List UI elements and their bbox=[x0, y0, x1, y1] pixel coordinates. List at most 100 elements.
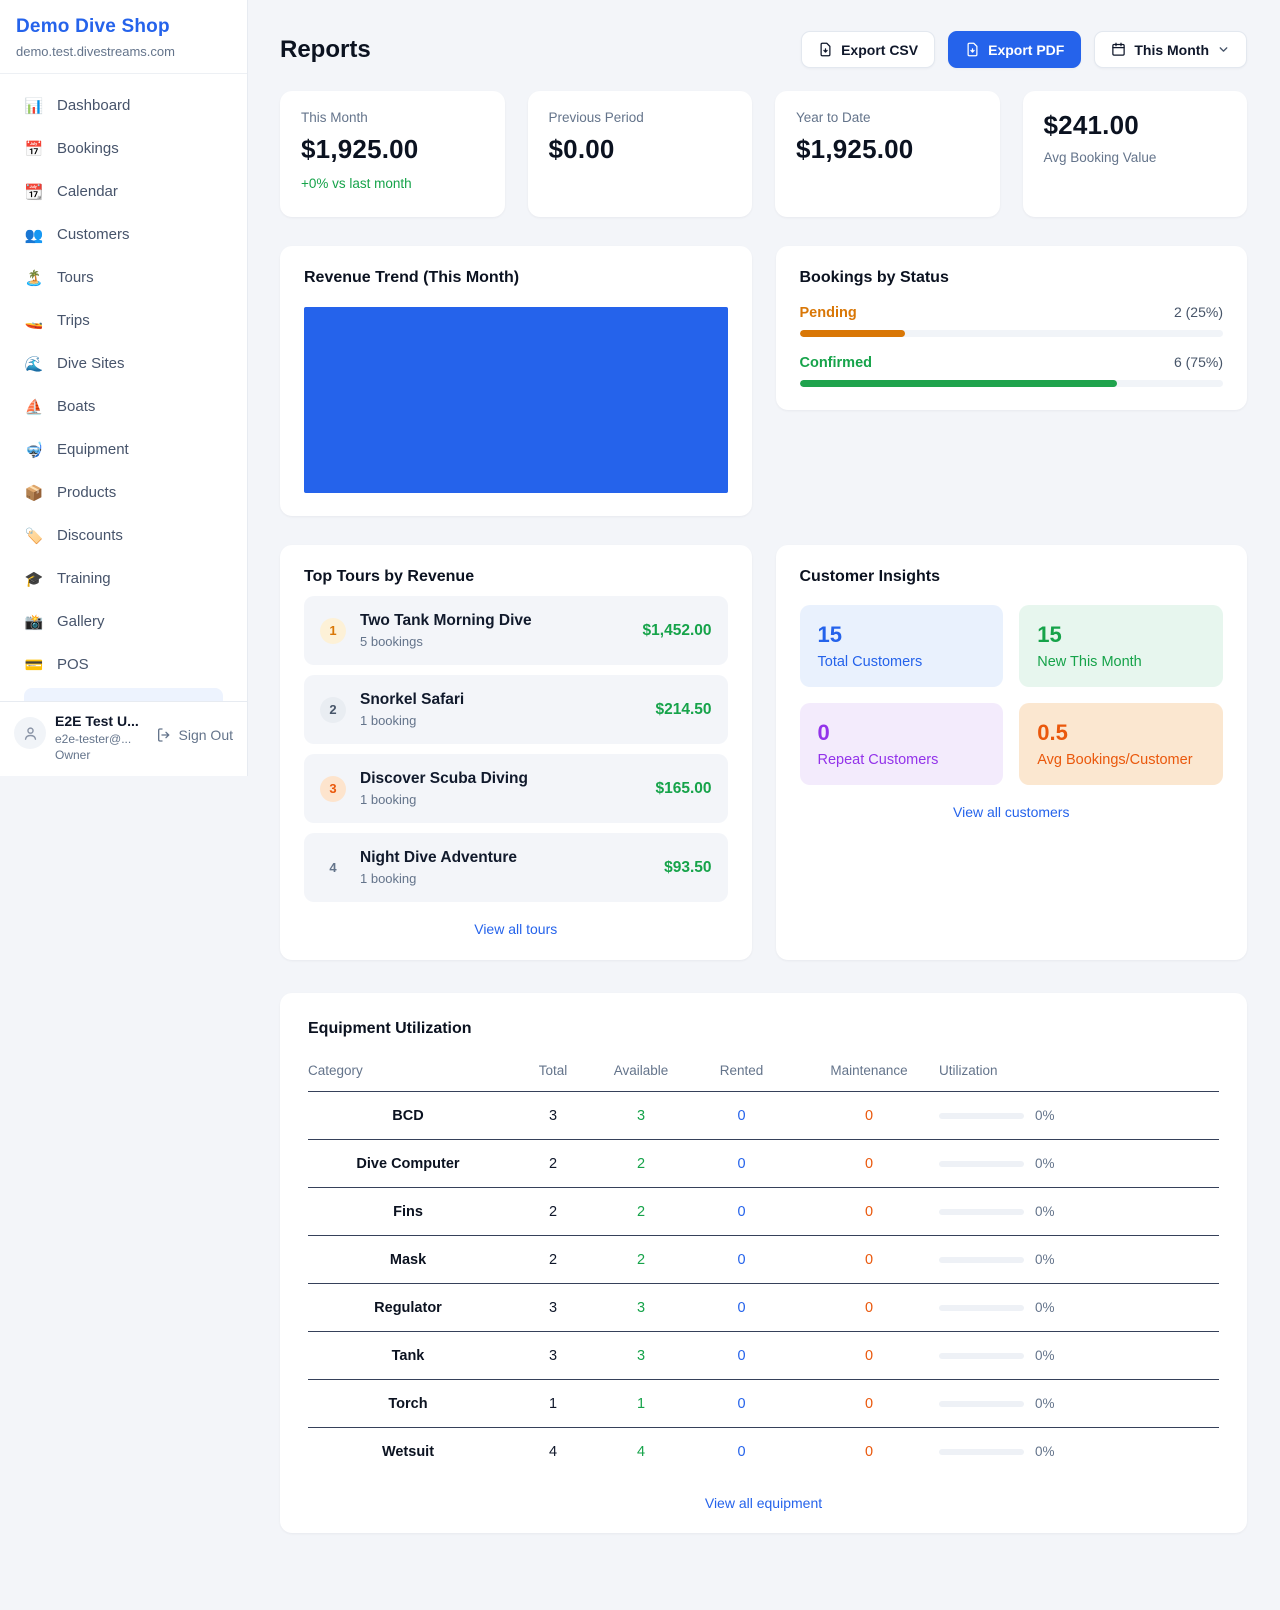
file-download-icon bbox=[820, 42, 831, 57]
calendar-icon bbox=[1112, 42, 1126, 56]
cell-rented: 0 bbox=[684, 1139, 799, 1188]
sidebar-item-label: Equipment bbox=[57, 441, 129, 458]
metric-new-this-month: 15 New This Month bbox=[1019, 605, 1223, 687]
cell-total: 2 bbox=[508, 1235, 598, 1284]
table-row: Wetsuit 4 4 0 0 0% bbox=[308, 1428, 1219, 1476]
main-content: Reports Export CSV Export PDF bbox=[248, 0, 1280, 1573]
sidebar-item-label: Customers bbox=[57, 226, 130, 243]
export-csv-button[interactable]: Export CSV bbox=[801, 31, 936, 68]
tour-revenue: $165.00 bbox=[655, 779, 712, 797]
customers-icon: 👥 bbox=[24, 226, 44, 244]
metric-total-customers: 15 Total Customers bbox=[799, 605, 1004, 687]
tour-bookings: 1 booking bbox=[360, 792, 417, 807]
sidebar-item-label: Discounts bbox=[57, 527, 123, 544]
view-all-equipment-link[interactable]: View all equipment bbox=[704, 1494, 823, 1511]
sidebar-item-label: Bookings bbox=[57, 140, 119, 157]
sidebar-item-bookings[interactable]: 📅 Bookings bbox=[12, 127, 235, 170]
sidebar-item-tours[interactable]: 🏝️ Tours bbox=[12, 256, 235, 299]
tour-bookings: 1 booking bbox=[360, 871, 417, 886]
user-email: e2e-tester@... bbox=[55, 732, 132, 746]
column-header-rented: Rented bbox=[684, 1055, 799, 1092]
sign-out-button[interactable]: Sign Out bbox=[156, 727, 233, 743]
cell-available: 2 bbox=[598, 1187, 684, 1236]
column-header-utilization: Utilization bbox=[939, 1055, 1219, 1092]
status-row-confirmed: Confirmed 6 (75%) bbox=[799, 354, 1223, 387]
cell-utilization: 0% bbox=[1035, 1300, 1055, 1315]
sidebar-item-label: Trips bbox=[57, 312, 90, 329]
table-row: Tank 3 3 0 0 0% bbox=[308, 1331, 1219, 1380]
status-bar-fill bbox=[799, 380, 1118, 387]
sidebar-item-products[interactable]: 📦 Products bbox=[12, 471, 235, 514]
stat-value: $0.00 bbox=[548, 134, 615, 164]
status-bar-fill bbox=[799, 330, 906, 337]
sidebar-item-label: Gallery bbox=[57, 613, 105, 630]
cell-rented: 0 bbox=[737, 1443, 746, 1460]
sidebar-item-customers[interactable]: 👥 Customers bbox=[12, 213, 235, 256]
table-row: Dive Computer 2 2 0 0 0% bbox=[308, 1139, 1219, 1188]
cell-available: 3 bbox=[598, 1091, 684, 1140]
sidebar-item-reports-partial[interactable] bbox=[24, 688, 223, 701]
cell-maintenance: 0 bbox=[799, 1139, 939, 1188]
cell-total: 3 bbox=[508, 1331, 598, 1380]
revenue-trend-chart bbox=[304, 307, 728, 493]
sidebar-item-training[interactable]: 🎓 Training bbox=[12, 557, 235, 600]
rank-badge: 4 bbox=[329, 860, 337, 875]
sidebar-item-dive-sites[interactable]: 🌊 Dive Sites bbox=[12, 342, 235, 385]
tour-list-item: 4 Night Dive Adventure 1 booking $93.50 bbox=[304, 833, 728, 902]
top-tours-panel: Top Tours by Revenue 1 Two Tank Morning … bbox=[280, 545, 752, 960]
sign-out-label: Sign Out bbox=[178, 727, 233, 743]
tag-icon: 🏷️ bbox=[24, 527, 44, 545]
customer-insights-panel: Customer Insights 15 Total Customers 15 … bbox=[775, 545, 1247, 960]
export-pdf-label: Export PDF bbox=[988, 41, 1065, 58]
status-bar-track bbox=[799, 330, 1223, 337]
sidebar-item-discounts[interactable]: 🏷️ Discounts bbox=[12, 514, 235, 557]
export-pdf-button[interactable]: Export PDF bbox=[948, 31, 1082, 68]
tour-revenue: $1,452.00 bbox=[642, 621, 712, 639]
sidebar-item-gallery[interactable]: 📸 Gallery bbox=[12, 600, 235, 643]
cell-maintenance: 0 bbox=[799, 1283, 939, 1332]
stat-label: Avg Booking Value bbox=[1043, 150, 1157, 165]
sidebar: Demo Dive Shop demo.test.divestreams.com… bbox=[0, 0, 248, 776]
user-meta: E2E Test U... e2e-tester@... Owner bbox=[55, 713, 143, 762]
graduation-cap-icon: 🎓 bbox=[24, 570, 44, 588]
sidebar-item-label: Dashboard bbox=[57, 97, 131, 114]
island-icon: 🏝️ bbox=[24, 269, 44, 287]
view-all-customers-link[interactable]: View all customers bbox=[953, 804, 1070, 820]
utilization-bar bbox=[939, 1112, 1024, 1119]
view-all-tours-link[interactable]: View all tours bbox=[474, 921, 558, 937]
metric-value: 0.5 bbox=[1037, 720, 1068, 745]
cell-available: 4 bbox=[636, 1443, 646, 1460]
sidebar-item-pos[interactable]: 💳 POS bbox=[12, 643, 235, 686]
sidebar-item-trips[interactable]: 🚤 Trips bbox=[12, 299, 235, 342]
sidebar-nav: 📊 Dashboard 📅 Bookings 📆 Calendar 👥 Cust… bbox=[0, 74, 247, 701]
person-icon bbox=[24, 726, 36, 740]
stat-card-avg-booking-value: $241.00 Avg Booking Value bbox=[1022, 91, 1247, 217]
header-actions: Export CSV Export PDF This Month bbox=[801, 31, 1247, 68]
stat-label: Previous Period bbox=[548, 110, 644, 125]
stat-value: $1,925.00 bbox=[796, 134, 914, 164]
utilization-bar bbox=[939, 1304, 1024, 1311]
revenue-trend-panel: Revenue Trend (This Month) bbox=[280, 246, 752, 516]
metric-value: 15 bbox=[817, 622, 842, 647]
calendar-icon: 📆 bbox=[24, 183, 44, 201]
cell-maintenance: 0 bbox=[799, 1331, 939, 1380]
cell-available: 1 bbox=[598, 1379, 684, 1428]
sidebar-item-calendar[interactable]: 📆 Calendar bbox=[12, 170, 235, 213]
table-row: BCD 3 3 0 0 0% bbox=[308, 1091, 1219, 1140]
cell-total: 2 bbox=[508, 1187, 598, 1236]
shop-domain: demo.test.divestreams.com bbox=[16, 44, 175, 59]
sidebar-item-equipment[interactable]: 🤿 Equipment bbox=[12, 428, 235, 471]
tour-revenue: $214.50 bbox=[655, 700, 712, 718]
credit-card-icon: 💳 bbox=[24, 656, 44, 674]
tour-name: Discover Scuba Diving bbox=[360, 770, 528, 787]
cell-category: Tank bbox=[308, 1331, 508, 1380]
rank-badge: 3 bbox=[320, 775, 346, 802]
cell-total: 1 bbox=[508, 1379, 598, 1428]
customer-insights-title: Customer Insights bbox=[799, 568, 940, 585]
status-count: 6 (75%) bbox=[1173, 354, 1223, 370]
period-dropdown[interactable]: This Month bbox=[1094, 31, 1247, 68]
metric-label: Total Customers bbox=[817, 654, 923, 670]
sidebar-item-dashboard[interactable]: 📊 Dashboard bbox=[12, 84, 235, 127]
sidebar-item-label: Calendar bbox=[57, 183, 118, 200]
sidebar-item-boats[interactable]: ⛵ Boats bbox=[12, 385, 235, 428]
